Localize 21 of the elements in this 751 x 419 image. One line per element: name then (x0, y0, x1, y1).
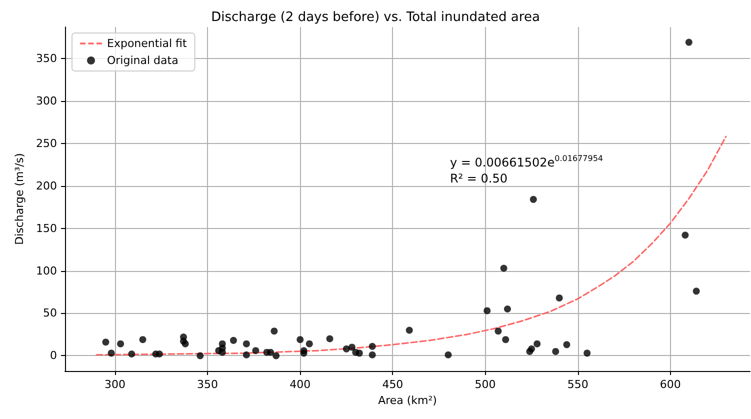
x-tick-label: 600 (660, 378, 681, 391)
y-tick-label: 100 (36, 264, 57, 278)
x-tick-label: 350 (197, 378, 218, 391)
x-tick-label: 300 (104, 378, 126, 391)
y-tick-label: 0 (50, 349, 57, 362)
x-tick-label: 450 (382, 378, 404, 391)
y-tick-label: 350 (36, 52, 57, 65)
y-tick-label: 300 (36, 94, 57, 108)
legend-label: Exponential fit (107, 37, 188, 50)
y-axis-title: Discharge (m³/s) (13, 153, 26, 245)
annotation: R² = 0.50 (450, 171, 508, 186)
y-tick-label: 250 (36, 136, 57, 150)
x-tick-label: 500 (474, 378, 496, 391)
y-tick-label: 150 (36, 222, 57, 235)
y-tick-label: 50 (43, 306, 57, 320)
x-axis-title: Area (km²) (378, 394, 437, 407)
x-tick-label: 550 (567, 378, 588, 391)
chart-title: Discharge (2 days before) vs. Total inundated area (211, 10, 540, 25)
y-tick-label: 200 (36, 179, 57, 192)
x-tick-label: 400 (290, 378, 311, 391)
legend-label: Original data (107, 54, 178, 67)
